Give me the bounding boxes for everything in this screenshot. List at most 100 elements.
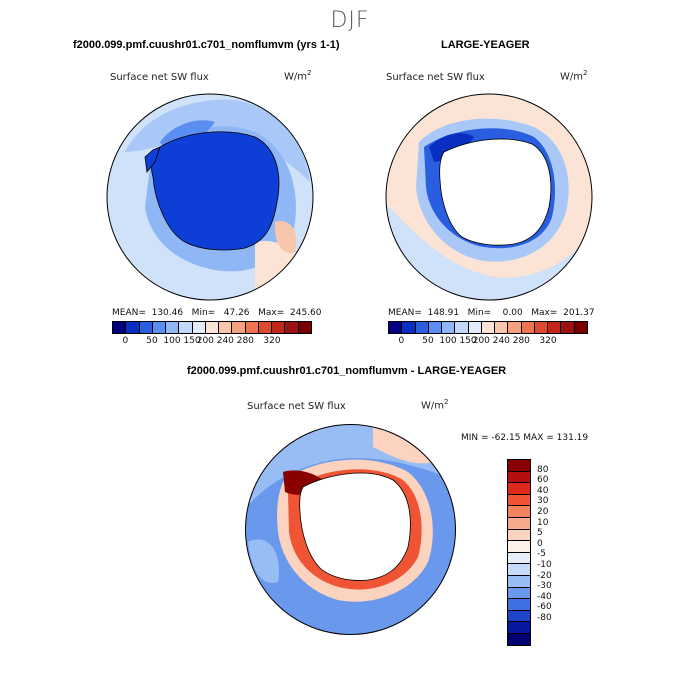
colorbar-tick-label: 320	[263, 336, 281, 346]
colorbar-swatch	[232, 322, 246, 333]
colorbar-swatch	[495, 322, 509, 333]
colorbar-swatch	[126, 322, 140, 333]
colorbar-tick-label: 240	[492, 336, 510, 346]
colorbar-swatch	[179, 322, 193, 333]
colorbar-tick-label: 40	[537, 485, 549, 496]
colorbar-swatch	[534, 322, 549, 333]
diff-stats: MIN = -62.15 MAX = 131.19	[461, 433, 589, 443]
colorbar-swatch	[508, 633, 530, 645]
left-peninsula-shape	[144, 146, 161, 173]
diff-warm-patch-top	[373, 427, 433, 464]
colorbar-swatch	[219, 322, 233, 333]
colorbar-tick-label: -10	[537, 560, 552, 570]
colorbar-tick-label: 10	[537, 517, 549, 528]
colorbar-tick-label: -60	[537, 602, 552, 613]
colorbar-swatch	[508, 622, 530, 634]
colorbar-swatch	[285, 322, 299, 333]
left-units-label: W/m2	[284, 69, 312, 83]
colorbar-swatch	[508, 529, 530, 542]
colorbar-swatch	[508, 483, 530, 495]
right-ocean-field	[386, 202, 592, 300]
colorbar-swatch	[508, 460, 530, 472]
colorbar-tick-label: 150	[459, 336, 477, 346]
colorbar-swatch	[508, 587, 530, 600]
colorbar-swatch	[508, 564, 530, 576]
right-low-flux-core	[429, 133, 474, 162]
colorbar-tick-label: 240	[216, 336, 234, 346]
colorbar-swatch	[508, 599, 530, 611]
figure-title: DJF	[330, 8, 370, 33]
colorbar-tick-label: 0	[537, 538, 543, 549]
colorbar-swatch	[152, 322, 167, 333]
diff-panel-title: f2000.099.pmf.cuushr01.c701_nomflumvm - …	[187, 365, 507, 377]
colorbar-swatch	[415, 322, 429, 333]
left-antarctica-shape	[151, 131, 280, 251]
colorbar-swatch	[508, 494, 530, 507]
right-antarctica-shape	[439, 138, 552, 246]
colorbar-tick-label: -40	[537, 591, 552, 602]
colorbar-tick-label: 20	[537, 507, 549, 517]
colorbar-tick-label: 320	[539, 336, 557, 346]
colorbar-tick-label: 280	[512, 336, 530, 346]
colorbar-swatch	[508, 575, 530, 588]
right-stats: MEAN= 148.91 Min= 0.00 Max= 201.37	[388, 308, 595, 318]
colorbar-swatch	[428, 322, 443, 333]
colorbar-tick-label: 0	[398, 336, 405, 346]
colorbar-tick-label: -20	[537, 570, 552, 581]
colorbar-tick-label: 100	[163, 336, 181, 346]
diff-polar-map	[245, 424, 456, 635]
right-polar-map	[385, 93, 593, 301]
left-polar-map	[106, 93, 314, 301]
colorbar-swatch	[508, 552, 530, 565]
diff-colorbar-ticks: 80 60 40 30 20 10 5 0 -5 -10 -20 -30 -40 -60 -80	[537, 459, 577, 624]
left-variable-label: Surface net SW flux	[110, 72, 209, 83]
colorbar-swatch	[521, 322, 535, 333]
left-flux-band	[125, 99, 310, 182]
colorbar-swatch	[245, 322, 259, 333]
colorbar-tick-label: 200	[472, 336, 490, 346]
left-colorbar: 0 50 100 150 200 240 280 320	[112, 321, 312, 348]
colorbar-tick-label: 200	[196, 336, 214, 346]
colorbar-swatch	[455, 322, 469, 333]
left-warm-patch-2	[274, 221, 297, 253]
colorbar-tick-label: 50	[422, 336, 434, 346]
diff-light-patch	[248, 539, 279, 583]
colorbar-tick-label: -80	[537, 613, 552, 623]
left-panel-title: f2000.099.pmf.cuushr01.c701_nomflumvm (y…	[73, 39, 340, 51]
colorbar-swatch	[442, 322, 456, 333]
colorbar-swatch	[508, 610, 530, 623]
left-stats: MEAN= 130.46 Min= 47.26 Max= 245.60	[112, 308, 322, 318]
colorbar-swatch	[574, 322, 587, 333]
right-panel-title: LARGE-YEAGER	[441, 39, 530, 51]
colorbar-swatch	[548, 322, 562, 333]
colorbar-swatch	[508, 517, 530, 530]
colorbar-swatch	[258, 322, 273, 333]
diff-colorbar	[507, 459, 531, 646]
right-units-label: W/m2	[560, 69, 588, 83]
colorbar-swatch	[113, 322, 127, 333]
colorbar-swatch	[561, 322, 575, 333]
colorbar-swatch	[402, 322, 416, 333]
colorbar-swatch	[508, 541, 530, 553]
colorbar-swatch	[298, 322, 311, 333]
colorbar-swatch	[481, 322, 496, 333]
diff-antarctica-shape	[299, 472, 411, 581]
colorbar-swatch	[508, 471, 530, 484]
diff-units-label: W/m2	[421, 398, 449, 412]
right-colorbar: 0 50 100 150 200 240 280 320	[388, 321, 588, 348]
colorbar-tick-label: 150	[183, 336, 201, 346]
colorbar-tick-label: -30	[537, 581, 552, 592]
colorbar-tick-label: 60	[537, 475, 549, 486]
colorbar-swatch	[389, 322, 403, 333]
colorbar-tick-label: -5	[537, 549, 546, 560]
colorbar-swatch	[508, 322, 522, 333]
colorbar-tick-label: 100	[439, 336, 457, 346]
colorbar-swatch	[192, 322, 206, 333]
colorbar-tick-label: 5	[537, 528, 543, 539]
colorbar-tick-label: 30	[537, 496, 549, 507]
right-variable-label: Surface net SW flux	[386, 72, 485, 83]
colorbar-swatch	[508, 506, 530, 518]
colorbar-swatch	[468, 322, 482, 333]
colorbar-swatch	[139, 322, 153, 333]
colorbar-swatch	[272, 322, 286, 333]
